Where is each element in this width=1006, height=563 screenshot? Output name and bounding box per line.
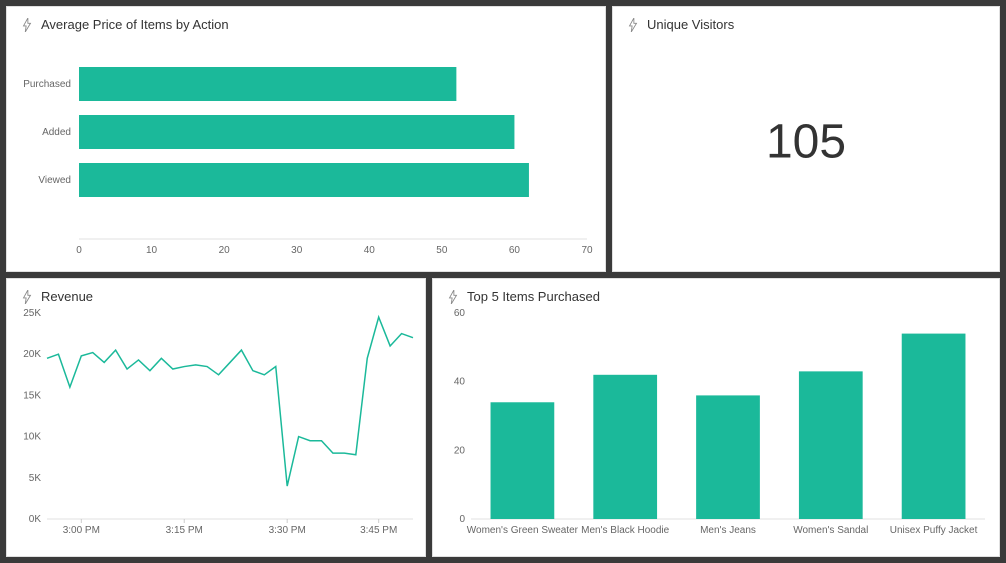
- svg-text:0: 0: [76, 245, 82, 256]
- panel-title: Top 5 Items Purchased: [467, 289, 600, 304]
- avg-price-chart: 0 10 20 30 40 50 60 70 Purchased Added Viewed: [17, 39, 597, 267]
- dashboard-grid: Average Price of Items by Action 0 10 20 30…: [6, 6, 1000, 557]
- svg-text:Men's Black Hoodie: Men's Black Hoodie: [581, 525, 670, 536]
- lightning-icon: [627, 18, 639, 32]
- panel-revenue: Revenue 0K 5K 10K 15K 20K 25K 3:00 PM 3:15 PM 3:…: [6, 278, 426, 557]
- svg-text:30: 30: [291, 245, 303, 256]
- top5-chart: 0 20 40 60 Women's Green SweaterMen's Black …: [441, 309, 993, 553]
- lightning-icon: [21, 18, 33, 32]
- svg-text:Men's Jeans: Men's Jeans: [700, 525, 756, 536]
- panel-header: Revenue: [7, 279, 425, 308]
- panel-top5: Top 5 Items Purchased 0 20 40 60 Women's Gre…: [432, 278, 1000, 557]
- svg-text:Unisex Puffy Jacket: Unisex Puffy Jacket: [890, 525, 978, 536]
- panel-title: Average Price of Items by Action: [41, 17, 229, 32]
- svg-text:60: 60: [509, 245, 521, 256]
- svg-text:0: 0: [459, 514, 465, 525]
- panel-title: Unique Visitors: [647, 17, 734, 32]
- svg-text:3:00 PM: 3:00 PM: [63, 525, 100, 536]
- svg-text:40: 40: [364, 245, 376, 256]
- svg-text:50: 50: [436, 245, 448, 256]
- panel-unique-visitors: Unique Visitors 105: [612, 6, 1000, 272]
- svg-text:10K: 10K: [23, 432, 41, 443]
- kpi-value: 105: [766, 114, 846, 169]
- panel-avg-price: Average Price of Items by Action 0 10 20 30…: [6, 6, 606, 272]
- svg-text:5K: 5K: [29, 473, 42, 484]
- svg-text:15K: 15K: [23, 390, 41, 401]
- svg-text:0K: 0K: [29, 514, 42, 525]
- svg-text:60: 60: [454, 309, 466, 319]
- svg-text:Women's Green Sweater: Women's Green Sweater: [467, 525, 579, 536]
- lightning-icon: [447, 290, 459, 304]
- svg-text:20: 20: [454, 445, 466, 456]
- lightning-icon: [21, 290, 33, 304]
- svg-text:25K: 25K: [23, 309, 41, 319]
- panel-header: Unique Visitors: [613, 7, 999, 36]
- panel-header: Average Price of Items by Action: [7, 7, 605, 36]
- svg-text:10: 10: [146, 245, 158, 256]
- panel-title: Revenue: [41, 289, 93, 304]
- svg-text:3:45 PM: 3:45 PM: [360, 525, 397, 536]
- svg-text:Viewed: Viewed: [38, 175, 71, 186]
- svg-text:Added: Added: [42, 127, 71, 138]
- revenue-chart: 0K 5K 10K 15K 20K 25K 3:00 PM 3:15 PM 3:30 PM 3:4…: [13, 309, 421, 553]
- svg-text:20K: 20K: [23, 349, 41, 360]
- svg-text:Purchased: Purchased: [23, 79, 71, 90]
- panel-header: Top 5 Items Purchased: [433, 279, 999, 308]
- svg-text:40: 40: [454, 377, 466, 388]
- svg-text:20: 20: [219, 245, 231, 256]
- svg-text:3:15 PM: 3:15 PM: [166, 525, 203, 536]
- svg-text:Women's Sandal: Women's Sandal: [793, 525, 868, 536]
- svg-text:3:30 PM: 3:30 PM: [269, 525, 306, 536]
- svg-text:70: 70: [581, 245, 593, 256]
